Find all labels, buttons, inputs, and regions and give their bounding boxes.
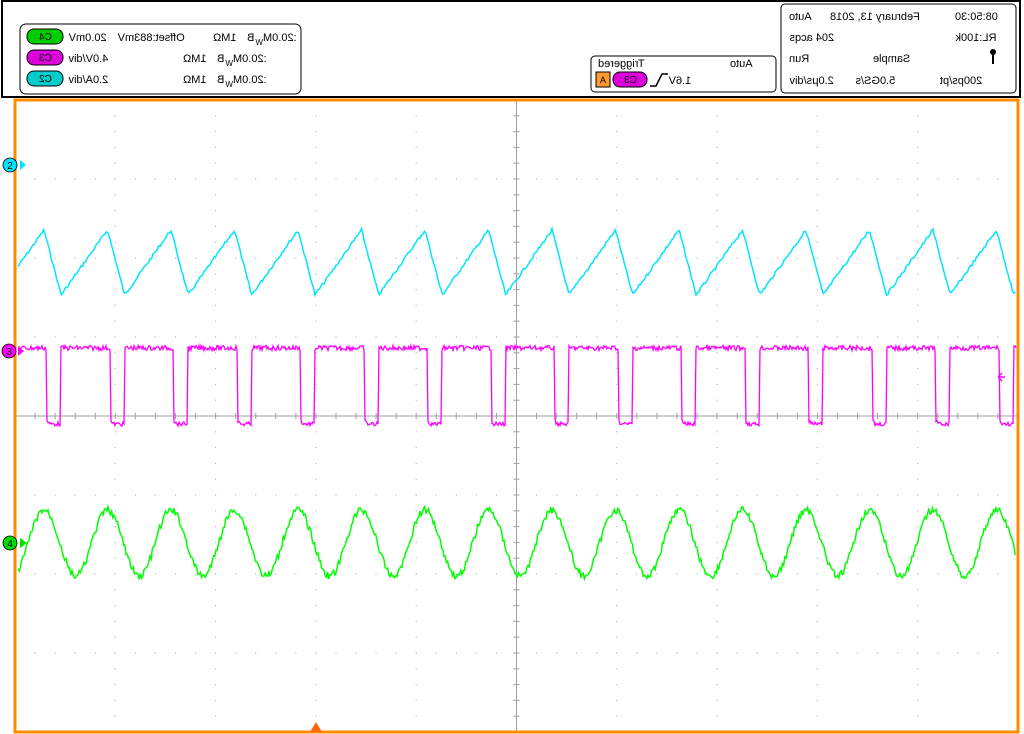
ch2-ground-marker[interactable]: 2	[2, 157, 26, 173]
ch4-offset: Offset:883mV	[117, 32, 185, 44]
ch3-arrow-icon	[18, 346, 24, 356]
channel-2-row[interactable]: C2 2.0A/div 1MΩ B W :20.0M	[26, 70, 267, 89]
svg-text:3: 3	[6, 347, 12, 358]
acq-sample-rate: 5.0GS/s	[855, 75, 895, 87]
acq-count: 204 acqs	[789, 32, 834, 44]
ch4-bw: B	[247, 32, 254, 44]
ch4-scale: 20.0mV	[68, 32, 107, 44]
ch3-coupling: 1MΩ	[183, 53, 207, 65]
ch4-bw-value: :20.0M	[263, 32, 297, 44]
ch3-scale: 4.0V/div	[68, 53, 108, 65]
trigger-level: 1.6V	[668, 75, 691, 87]
acq-mode: Sample	[873, 53, 910, 65]
ch4-ground-marker[interactable]: 4	[2, 535, 27, 551]
ch2-bw-sub: W	[225, 80, 233, 89]
trigger-source-label: A	[600, 75, 606, 85]
channel-3-row[interactable]: C3 4.0V/div 1MΩ B W :20.0M	[26, 49, 267, 68]
ch3-badge[interactable]	[26, 49, 64, 66]
trigger-panel[interactable]: Triggered Auto A C3 1.6V	[590, 55, 777, 93]
trigger-channel-label: C3	[624, 75, 637, 86]
trigger-mode: Auto	[730, 58, 753, 70]
acquisition-panel[interactable]: Auto February 13, 2018 08:50:30 204 acqs…	[780, 3, 1017, 94]
ch3-bw-sub: W	[225, 59, 233, 68]
trigger-source-badge	[595, 71, 611, 88]
waveform-display[interactable]	[13, 98, 1020, 734]
acq-run-state: Run	[789, 53, 809, 65]
ch2-badge-label: C2	[39, 74, 52, 85]
acq-ps-per-point: 200ps/pt	[940, 75, 982, 87]
ch2-bw-value: :20.0M	[233, 74, 267, 86]
ch2-scale: 2.0A/div	[68, 74, 108, 86]
acq-date: February 13, 2018	[830, 11, 920, 23]
channel-info-panel[interactable]: C4 20.0mV Offset:883mV 1MΩ B W :20.0M C3…	[19, 23, 302, 95]
trigger-level-arrow-icon	[997, 372, 1005, 382]
ch2-badge[interactable]	[26, 70, 64, 87]
trigger-status: Triggered	[598, 58, 645, 70]
pin-icon	[990, 49, 996, 64]
ch4-coupling: 1MΩ	[213, 32, 237, 44]
ch2-waveform	[17, 225, 1016, 298]
ch2-coupling: 1MΩ	[183, 74, 207, 86]
ch3-waveform	[17, 343, 1017, 428]
acq-record-length: RL:100k	[955, 32, 996, 44]
channel-4-row[interactable]: C4 20.0mV Offset:883mV 1MΩ B W :20.0M	[26, 28, 297, 47]
ch2-bw: B	[217, 74, 224, 86]
ch3-badge-label: C3	[39, 53, 52, 64]
plot-border	[13, 98, 1020, 734]
acq-auto: Auto	[789, 11, 812, 23]
svg-text:2: 2	[7, 161, 13, 172]
ch4-waveform	[17, 503, 1016, 582]
ch3-bw: B	[217, 53, 224, 65]
ch3-bw-value: :20.0M	[233, 53, 267, 65]
ch4-bw-sub: W	[255, 38, 263, 47]
ch4-badge-label: C4	[39, 32, 52, 43]
svg-text:4: 4	[7, 539, 13, 550]
rising-edge-icon	[650, 73, 668, 87]
trigger-channel-badge[interactable]	[612, 71, 648, 88]
ch3-ground-marker[interactable]: 3	[1, 343, 24, 359]
acq-time: 08:50:30	[955, 11, 998, 23]
ch4-arrow-icon	[20, 538, 27, 548]
ch4-badge[interactable]	[26, 28, 64, 45]
acq-timebase: 2.0μs/div	[789, 75, 834, 87]
ch2-arrow-icon	[20, 160, 26, 170]
trigger-position-marker-icon[interactable]	[310, 722, 322, 732]
